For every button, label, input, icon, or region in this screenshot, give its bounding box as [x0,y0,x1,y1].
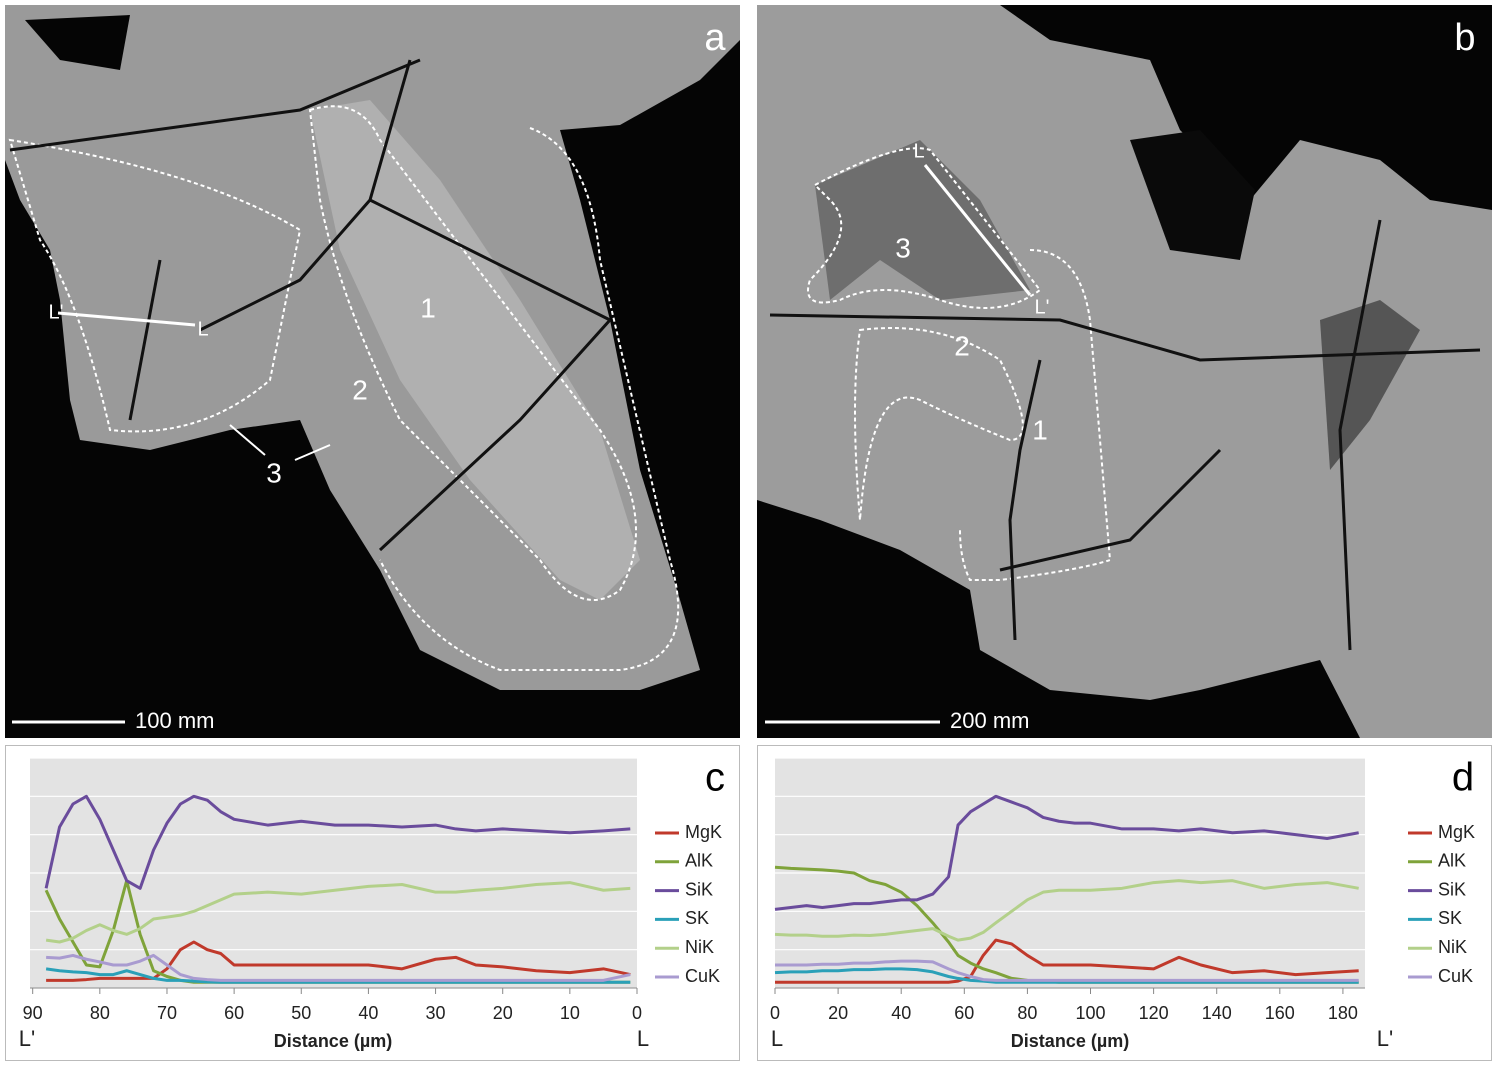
x-tick-label: 30 [426,1003,446,1023]
region-label: 3 [266,457,282,488]
x-tick-label: 0 [770,1003,780,1023]
series-line [774,967,1359,984]
scale-label: 100 mm [135,708,214,733]
legend-label: CuK [685,966,720,986]
region-label: 2 [954,330,970,361]
line-label: L' [1035,296,1050,318]
crack [769,219,1481,651]
x-tick-label: 0 [632,1003,642,1023]
panel-label: b [1454,17,1475,59]
legend-label: CuK [1438,966,1473,986]
x-tick-label: 70 [157,1003,177,1023]
panel-a: a 1 2 3 L' L 100 mm [5,5,740,738]
end-label: L [637,1026,649,1051]
x-tick-label: 100 [1075,1003,1105,1023]
boundary [959,249,1112,581]
panel-label: c [705,756,725,800]
legend-label: SK [1438,908,1462,928]
x-tick-label: 180 [1328,1003,1358,1023]
line-label: L [197,318,208,340]
crack [9,58,612,552]
panel-b: b 1 2 3 L L' 200 mm [757,5,1492,738]
legend-label: AlK [685,851,713,871]
series-line [46,940,631,982]
panel-label: d [1452,756,1474,800]
x-tick-label: 140 [1202,1003,1232,1023]
end-label: L' [1377,1026,1393,1051]
x-axis-title: Distance (µm) [1011,1031,1129,1051]
legend-label: SiK [1438,879,1466,899]
x-tick-label: 20 [493,1003,513,1023]
zone [310,100,640,600]
panel-label: a [704,17,726,59]
zone [1320,300,1420,470]
boundary [308,105,637,601]
arrow [294,444,331,461]
boundary [854,327,1024,521]
series-line [46,953,631,982]
boundary [807,147,1042,309]
zone [815,140,1030,300]
region-label: 3 [895,232,911,263]
series-line [45,967,631,984]
region-label: 2 [352,374,368,405]
line-label: L [913,140,924,162]
region-label: 1 [420,292,436,323]
x-tick-label: 50 [291,1003,311,1023]
hole [25,15,130,70]
x-tick-label: 120 [1139,1003,1169,1023]
legend-label: NiK [685,937,714,957]
x-tick-label: 160 [1265,1003,1295,1023]
series-line [774,879,1359,942]
x-tick-label: 80 [90,1003,110,1023]
series-line [45,881,631,944]
x-tick-label: 90 [23,1003,43,1023]
legend-label: SiK [685,879,713,899]
x-tick-label: 60 [954,1003,974,1023]
series-line [44,794,631,890]
arrow [229,424,266,456]
series-line [775,959,1359,982]
x-tick-label: 40 [358,1003,378,1023]
profile-line [57,311,196,327]
start-label: L [771,1026,783,1051]
x-tick-label: 80 [1017,1003,1037,1023]
line-label: L' [49,301,64,323]
x-tick-label: 40 [891,1003,911,1023]
start-label: L' [19,1026,35,1051]
x-axis-title: Distance (µm) [274,1031,392,1051]
legend-label: NiK [1438,937,1467,957]
boundary [379,127,680,671]
legend-label: MgK [1438,822,1475,842]
hole [1130,130,1255,260]
x-tick-label: 60 [224,1003,244,1023]
x-tick-label: 10 [560,1003,580,1023]
legend-label: AlK [1438,851,1466,871]
series-line [774,794,1359,911]
series-line [775,938,1359,984]
profile-line [923,164,1032,296]
legend-label: MgK [685,822,722,842]
legend-label: SK [685,908,709,928]
scale-label: 200 mm [950,708,1029,733]
region-label: 1 [1032,414,1048,445]
x-tick-label: 20 [828,1003,848,1023]
